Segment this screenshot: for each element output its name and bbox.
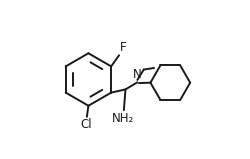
Text: N: N	[133, 69, 142, 81]
Text: F: F	[120, 41, 126, 54]
Text: NH₂: NH₂	[112, 112, 134, 125]
Text: Cl: Cl	[80, 118, 92, 131]
